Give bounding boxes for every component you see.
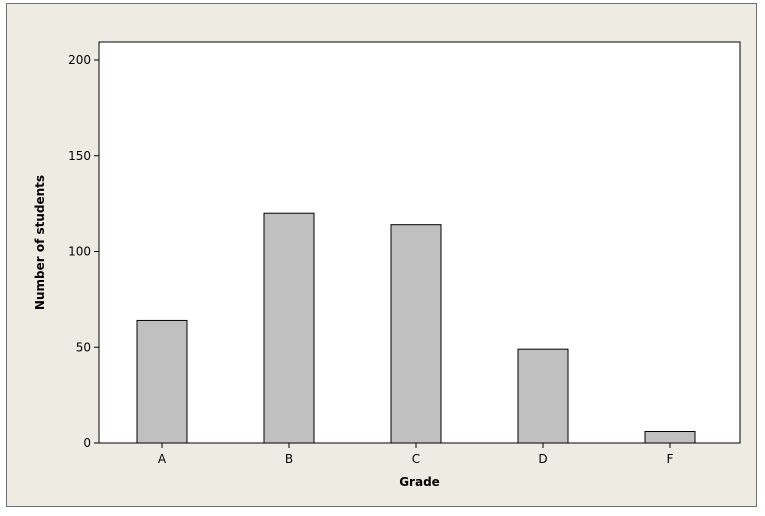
x-tick-label: A: [158, 452, 167, 466]
y-tick-label: 200: [68, 53, 91, 67]
y-axis: 0 50 100 150 200: [68, 53, 99, 450]
bar-b: [263, 212, 315, 444]
y-tick-label: 150: [68, 149, 91, 163]
x-tick-label: F: [667, 452, 674, 466]
y-axis-title: Number of students: [33, 175, 47, 310]
x-tick-label: C: [412, 452, 420, 466]
bar-a: [136, 319, 188, 444]
x-tick-label: B: [285, 452, 293, 466]
y-tick-label: 100: [68, 245, 91, 259]
bar-f: [644, 431, 696, 444]
y-tick-label: 50: [76, 340, 91, 354]
x-tick-label: D: [538, 452, 547, 466]
bar-c: [390, 224, 442, 444]
bars-group: [136, 212, 696, 444]
bar-d: [517, 348, 569, 444]
y-tick-label: 0: [83, 436, 91, 450]
x-axis-title: Grade: [399, 475, 440, 489]
